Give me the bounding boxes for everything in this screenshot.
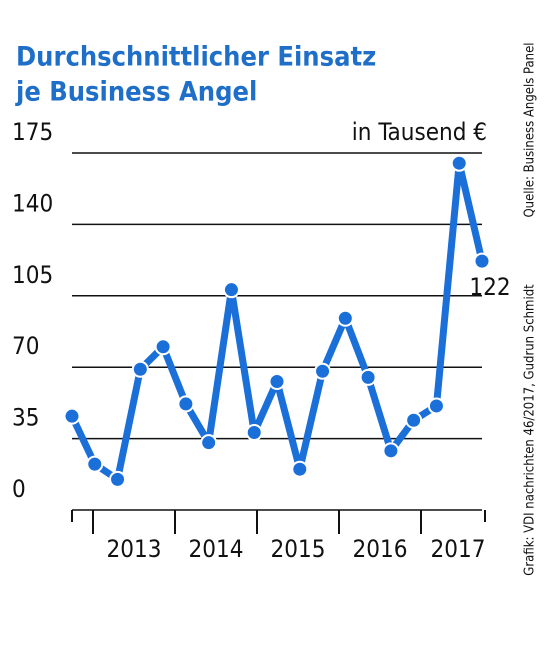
point [63, 407, 81, 425]
point [291, 460, 309, 478]
point [450, 154, 468, 172]
y-tick-label: 0 [12, 475, 26, 503]
x-tick-label: 2015 [271, 535, 326, 563]
y-tick-label: 105 [12, 261, 53, 289]
point [314, 362, 332, 380]
credit: Grafik: VDI nachrichten 46/2017, Gudrun … [523, 284, 538, 576]
y-tick-label: 140 [12, 189, 53, 217]
point [109, 470, 127, 488]
point [336, 309, 354, 327]
point [473, 252, 491, 270]
x-tick-label: 2016 [353, 535, 408, 563]
y-tick-label: 35 [12, 404, 39, 432]
x-tick-label: 2014 [189, 535, 244, 563]
data-label: 122 [469, 273, 510, 301]
point [405, 411, 423, 429]
point [200, 434, 218, 452]
point [222, 281, 240, 299]
y-tick-label: 70 [12, 332, 39, 360]
point [86, 455, 104, 473]
source: Quelle: Business Angels Panel [523, 42, 538, 217]
x-tick-label: 2017 [431, 535, 486, 563]
point [268, 372, 286, 390]
point [245, 423, 263, 441]
chart-title: je Business Angel [15, 77, 257, 108]
unit-label: in Tausend € [352, 118, 487, 146]
point [382, 442, 400, 460]
chart-title: Durchschnittlicher Einsatz [16, 42, 376, 73]
y-tick-label: 175 [12, 118, 53, 146]
x-tick-label: 2013 [107, 535, 162, 563]
point [359, 368, 377, 386]
point [177, 395, 195, 413]
point [154, 338, 172, 356]
point [131, 360, 149, 378]
line [68, 159, 486, 483]
point [427, 397, 445, 415]
